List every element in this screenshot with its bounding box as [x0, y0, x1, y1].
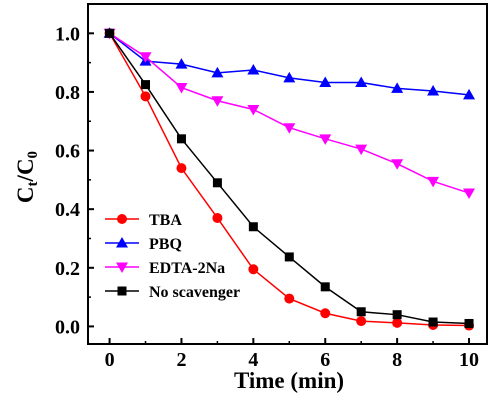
data-point-pbq: [391, 82, 404, 93]
data-point-pbq: [355, 76, 368, 88]
data-point-no-scavenger: [176, 134, 186, 144]
legend-item-edta-2na: EDTA-2Na: [105, 260, 225, 277]
legend-swatch-marker: [116, 237, 128, 248]
data-point-tba: [392, 317, 403, 328]
legend: TBA PBQ EDTA-2Na No scavenger: [105, 212, 240, 301]
legend-swatch-marker: [116, 262, 128, 273]
data-point-tba: [284, 293, 295, 304]
data-point-tba: [176, 163, 187, 174]
data-point-no-scavenger: [356, 307, 366, 317]
data-point-edta-2na: [391, 159, 404, 170]
data-point-pbq: [247, 63, 260, 75]
legend-label: TBA: [149, 212, 182, 229]
y-axis: 0.0 0.2 0.4 0.6 0.8 1.0: [55, 23, 94, 338]
series-layer: [103, 27, 476, 331]
y-axis-title-slash-c: /C: [13, 158, 38, 182]
series-no-scavenger: [105, 28, 474, 328]
data-point-edta-2na: [427, 176, 440, 188]
data-point-no-scavenger: [392, 310, 402, 320]
y-tick-label: 0.8: [55, 82, 80, 104]
data-point-edta-2na: [247, 105, 260, 116]
legend-swatch-marker: [117, 214, 127, 224]
legend-item-no-scavenger: No scavenger: [105, 284, 240, 301]
y-tick-label: 0.4: [55, 199, 80, 221]
x-tick-label: 10: [459, 349, 479, 371]
data-point-no-scavenger: [212, 178, 222, 188]
series-edta-2na: [103, 28, 476, 200]
data-point-pbq: [283, 71, 296, 83]
data-point-edta-2na: [319, 134, 332, 145]
data-point-edta-2na: [355, 144, 368, 156]
y-axis-title-subscript-t: t: [25, 181, 41, 186]
x-tick-label: 4: [248, 349, 258, 371]
data-point-edta-2na: [175, 83, 188, 94]
series-line-pbq: [109, 32, 470, 96]
data-point-no-scavenger: [464, 318, 474, 328]
data-point-pbq: [463, 88, 476, 100]
legend-item-pbq: PBQ: [105, 236, 182, 253]
data-point-tba: [140, 91, 151, 102]
y-tick-label: 0.2: [55, 258, 80, 280]
data-point-tba: [248, 264, 259, 275]
plot-border: [87, 3, 488, 345]
legend-swatch-marker: [117, 286, 127, 296]
data-point-tba: [320, 308, 331, 319]
data-point-no-scavenger: [320, 282, 330, 292]
data-point-pbq: [319, 76, 332, 88]
x-axis: 0 2 4 6 8 10: [105, 338, 479, 371]
data-point-edta-2na: [139, 52, 152, 63]
legend-label: No scavenger: [149, 284, 240, 301]
y-tick-label: 0.6: [55, 141, 80, 163]
y-axis-title-c: C: [13, 186, 38, 203]
data-point-pbq: [427, 85, 440, 96]
x-tick-label: 8: [392, 349, 402, 371]
data-point-tba: [212, 212, 223, 223]
data-point-pbq: [211, 66, 224, 78]
plot-frame: [87, 3, 488, 345]
data-point-pbq: [175, 58, 188, 69]
data-point-no-scavenger: [428, 317, 438, 327]
data-point-edta-2na: [211, 96, 224, 107]
data-point-edta-2na: [283, 123, 296, 134]
x-tick-label: 2: [176, 349, 186, 371]
legend-label: EDTA-2Na: [149, 260, 225, 277]
data-point-tba: [356, 316, 367, 327]
y-axis-title-subscript-0: 0: [25, 151, 41, 159]
x-tick-label: 0: [105, 349, 115, 371]
y-tick-label: 0.0: [55, 316, 80, 338]
y-axis-title: Ct/C0: [13, 151, 41, 203]
legend-label: PBQ: [149, 236, 182, 253]
data-point-no-scavenger: [248, 222, 258, 232]
legend-item-tba: TBA: [105, 212, 182, 229]
data-point-no-scavenger: [141, 80, 151, 90]
x-tick-label: 6: [320, 349, 330, 371]
y-tick-label: 1.0: [55, 23, 80, 45]
data-point-no-scavenger: [105, 28, 115, 38]
x-axis-title: Time (min): [234, 368, 344, 393]
data-point-no-scavenger: [284, 252, 294, 262]
series-line-edta-2na: [109, 32, 470, 194]
data-point-edta-2na: [463, 188, 476, 200]
series-pbq: [103, 27, 476, 100]
